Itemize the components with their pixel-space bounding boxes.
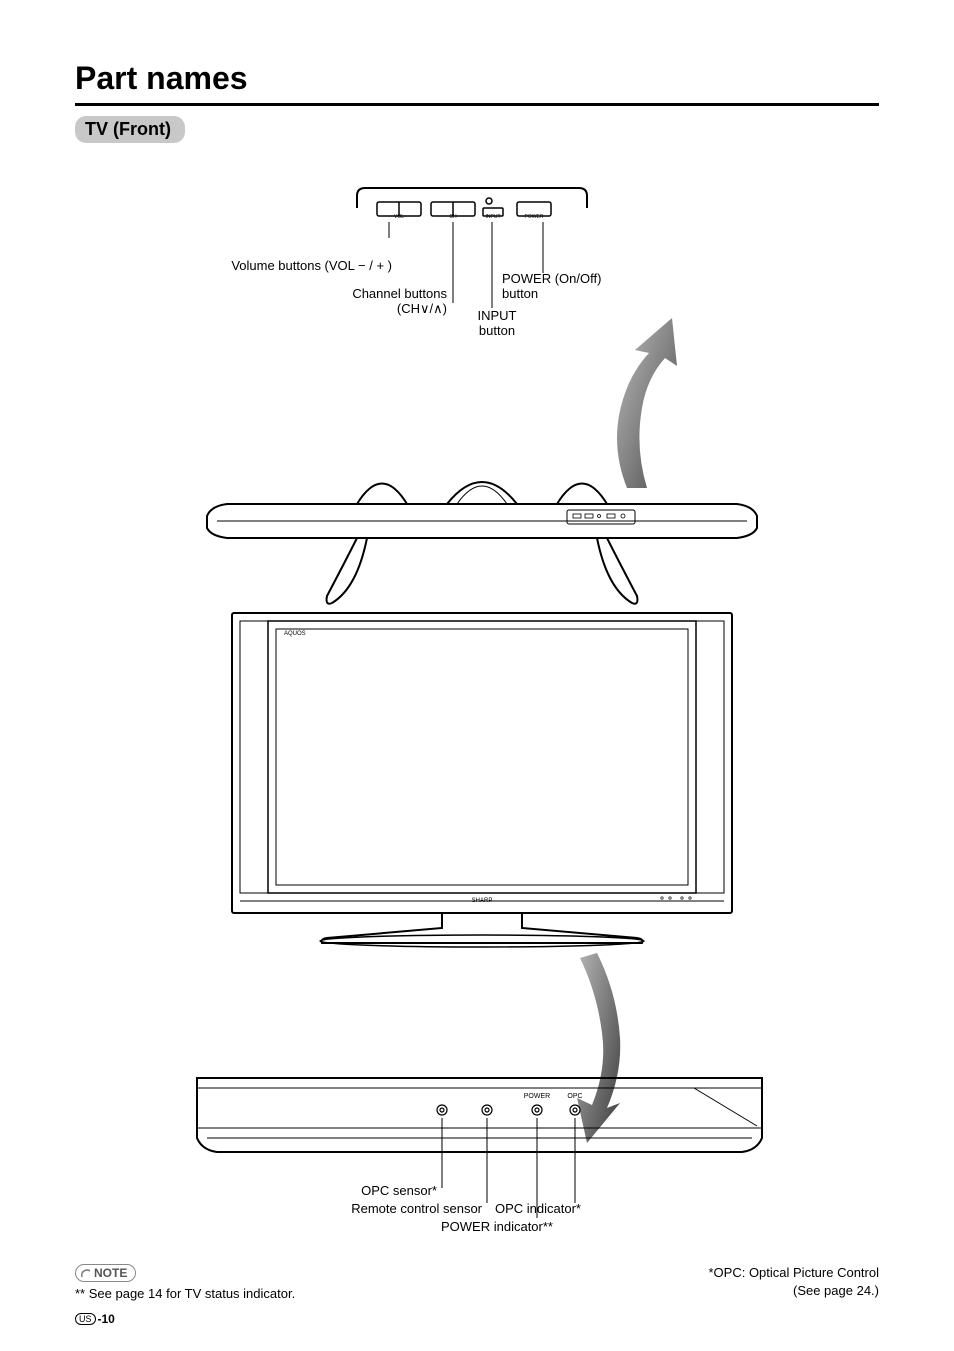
region-mark: US bbox=[75, 1313, 96, 1325]
fn-stars: ** bbox=[75, 1286, 85, 1301]
svg-text:SHARP: SHARP bbox=[472, 898, 493, 904]
diagram-container: VOL CH INPUT POWER bbox=[77, 143, 877, 1223]
label-volume: Volume buttons (VOL − / + ) bbox=[132, 258, 392, 275]
opc-note-1: *OPC: Optical Picture Control bbox=[708, 1265, 879, 1280]
opc-note-2: (See page 24.) bbox=[793, 1283, 879, 1298]
label-opc-sensor: OPC sensor* bbox=[337, 1183, 437, 1200]
page-number: US-10 bbox=[75, 1312, 115, 1326]
silk-input: INPUT bbox=[486, 214, 501, 220]
label-opc-ind: OPC indicator* bbox=[495, 1201, 615, 1218]
silk-power: POWER bbox=[525, 214, 544, 220]
footnotes: NOTE ** See page 14 for TV status indica… bbox=[75, 1264, 879, 1301]
label-input2: button bbox=[472, 323, 522, 340]
note-icon bbox=[80, 1267, 92, 1279]
label-power-ind: POWER indicator** bbox=[397, 1219, 597, 1236]
footnote-right: *OPC: Optical Picture Control (See page … bbox=[708, 1264, 879, 1299]
fn-text: See page 14 for TV status indicator. bbox=[89, 1286, 295, 1301]
svg-text:AQUOS: AQUOS bbox=[284, 631, 306, 637]
label-remote: Remote control sensor bbox=[327, 1201, 482, 1218]
diagram-svg: VOL CH INPUT POWER bbox=[77, 143, 877, 1223]
page-title: Part names bbox=[75, 60, 879, 97]
svg-text:OPC: OPC bbox=[567, 1093, 582, 1100]
subheading: TV (Front) bbox=[75, 116, 185, 143]
title-rule bbox=[75, 103, 879, 106]
silk-vol: VOL bbox=[394, 214, 404, 220]
note-badge-text: NOTE bbox=[94, 1266, 127, 1280]
note-badge: NOTE bbox=[75, 1264, 136, 1282]
label-power2: button bbox=[502, 286, 632, 303]
page-num-text: -10 bbox=[98, 1312, 115, 1326]
svg-text:POWER: POWER bbox=[524, 1093, 550, 1100]
label-channel-sub: (CH∨/∧) bbox=[257, 301, 447, 318]
silk-ch: CH bbox=[449, 214, 457, 220]
